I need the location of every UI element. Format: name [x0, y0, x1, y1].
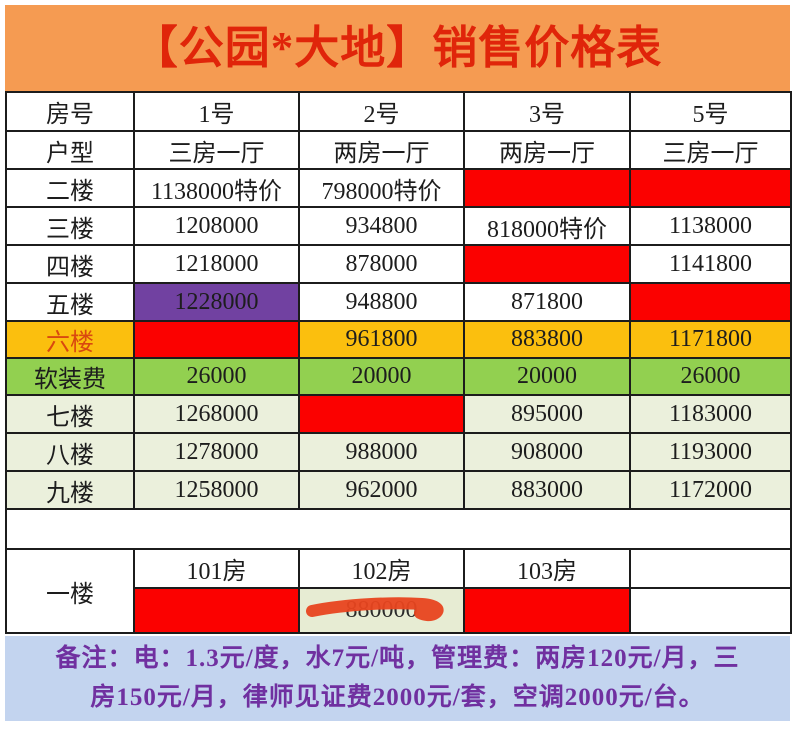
empty-cell: [629, 587, 792, 634]
table-row-floor-7: 七楼 1268000 895000 1183000: [5, 394, 792, 434]
fee-cell: 26000: [629, 357, 792, 396]
price-table: 房号 1号 2号 3号 5号 户型 三房一厅 两房一厅 两房一厅 三房一厅 二楼…: [5, 91, 792, 634]
price-cell: 1218000: [133, 244, 300, 284]
unit-type-cell: 两房一厅: [298, 130, 465, 170]
room-header: 2号: [298, 91, 465, 132]
table-row-floor-4: 四楼 1218000 878000 1141800: [5, 244, 792, 284]
row-label: 软装费: [5, 357, 135, 396]
price-cell: 1258000: [133, 470, 300, 510]
price-cell: 883800: [463, 320, 631, 359]
unit-type-cell: 两房一厅: [463, 130, 631, 170]
row-label: 四楼: [5, 244, 135, 284]
struck-price-value: 880000: [345, 597, 418, 623]
sold-out-cell: [629, 282, 792, 322]
price-cell: 1172000: [629, 470, 792, 510]
row-label: 九楼: [5, 470, 135, 510]
sold-out-cell: [133, 320, 300, 359]
price-cell: 961800: [298, 320, 465, 359]
row-label: 二楼: [5, 168, 135, 208]
row-label: 户型: [5, 130, 135, 170]
price-cell-highlighted: 1228000: [133, 282, 300, 322]
price-cell: 934800: [298, 206, 465, 246]
remarks-note: 备注：电：1.3元/度，水7元/吨，管理费：两房120元/月，三 房150元/月…: [5, 636, 790, 721]
empty-cell: [5, 508, 792, 550]
unit-type-cell: 三房一厅: [629, 130, 792, 170]
price-cell: 1268000: [133, 394, 300, 434]
room-header: 5号: [629, 91, 792, 132]
sold-out-cell: [133, 587, 300, 634]
sold-out-cell: [463, 244, 631, 284]
table-row-ground-floor-prices: 880000: [6, 587, 792, 634]
table-row-floor-5: 五楼 1228000 948800 871800: [5, 282, 792, 322]
fee-cell: 20000: [298, 357, 465, 396]
room-header: 101房: [133, 548, 300, 589]
price-cell: 1138000: [629, 206, 792, 246]
price-cell: 1278000: [133, 432, 300, 472]
table-row-floor-9: 九楼 1258000 962000 883000 1172000: [5, 470, 792, 510]
fee-cell: 20000: [463, 357, 631, 396]
price-cell: 908000: [463, 432, 631, 472]
row-label: 三楼: [5, 206, 135, 246]
remarks-line-1: 备注：电：1.3元/度，水7元/吨，管理费：两房120元/月，三: [55, 644, 740, 672]
price-cell: 895000: [463, 394, 631, 434]
price-cell: 1183000: [629, 394, 792, 434]
row-label: 五楼: [5, 282, 135, 322]
row-label-ground-floor: 一楼: [5, 548, 135, 634]
row-label: 六楼: [5, 320, 135, 359]
price-cell: 1138000特价: [133, 168, 300, 208]
sold-out-cell: [463, 587, 631, 634]
sold-out-cell: [629, 168, 792, 208]
room-header: 1号: [133, 91, 300, 132]
title-banner: 【公园*大地】销售价格表: [5, 5, 790, 91]
table-row-unit-types: 户型 三房一厅 两房一厅 两房一厅 三房一厅: [5, 130, 792, 170]
price-cell: 818000特价: [463, 206, 631, 246]
table-row-floor-2: 二楼 1138000特价 798000特价: [5, 168, 792, 208]
empty-cell: [629, 548, 792, 589]
table-row-floor-6: 六楼 961800 883800 1171800: [5, 320, 792, 359]
row-label: 八楼: [5, 432, 135, 472]
table-row-soft-furnishing-fee: 软装费 26000 20000 20000 26000: [5, 357, 792, 396]
table-row-room-numbers: 房号 1号 2号 3号 5号: [5, 91, 792, 132]
price-cell: 948800: [298, 282, 465, 322]
price-cell: 878000: [298, 244, 465, 284]
page-title: 【公园*大地】销售价格表: [132, 22, 663, 73]
room-header: 3号: [463, 91, 631, 132]
price-cell: 988000: [298, 432, 465, 472]
row-label: 七楼: [5, 394, 135, 434]
table-row-ground-floor-rooms: 一楼 101房 102房 103房: [5, 548, 792, 634]
spacer-row: [5, 508, 792, 550]
table-row-floor-3: 三楼 1208000 934800 818000特价 1138000: [5, 206, 792, 246]
price-cell: 1171800: [629, 320, 792, 359]
sold-out-cell: [298, 394, 465, 434]
price-cell: 962000: [298, 470, 465, 510]
table-row-floor-8: 八楼 1278000 988000 908000 1193000: [5, 432, 792, 472]
unit-type-cell: 三房一厅: [133, 130, 300, 170]
remarks-line-2: 房150元/月，律师见证费2000元/套，空调2000元/台。: [90, 683, 705, 711]
room-header: 102房: [298, 548, 465, 589]
room-header: 103房: [463, 548, 631, 589]
price-cell: 1208000: [133, 206, 300, 246]
price-cell: 883000: [463, 470, 631, 510]
price-cell: 798000特价: [298, 168, 465, 208]
sold-out-cell: [463, 168, 631, 208]
fee-cell: 26000: [133, 357, 300, 396]
price-cell: 1193000: [629, 432, 792, 472]
corner-label: 房号: [5, 91, 135, 132]
price-cell: 871800: [463, 282, 631, 322]
price-cell: 1141800: [629, 244, 792, 284]
struck-price-cell: 880000: [298, 587, 465, 634]
